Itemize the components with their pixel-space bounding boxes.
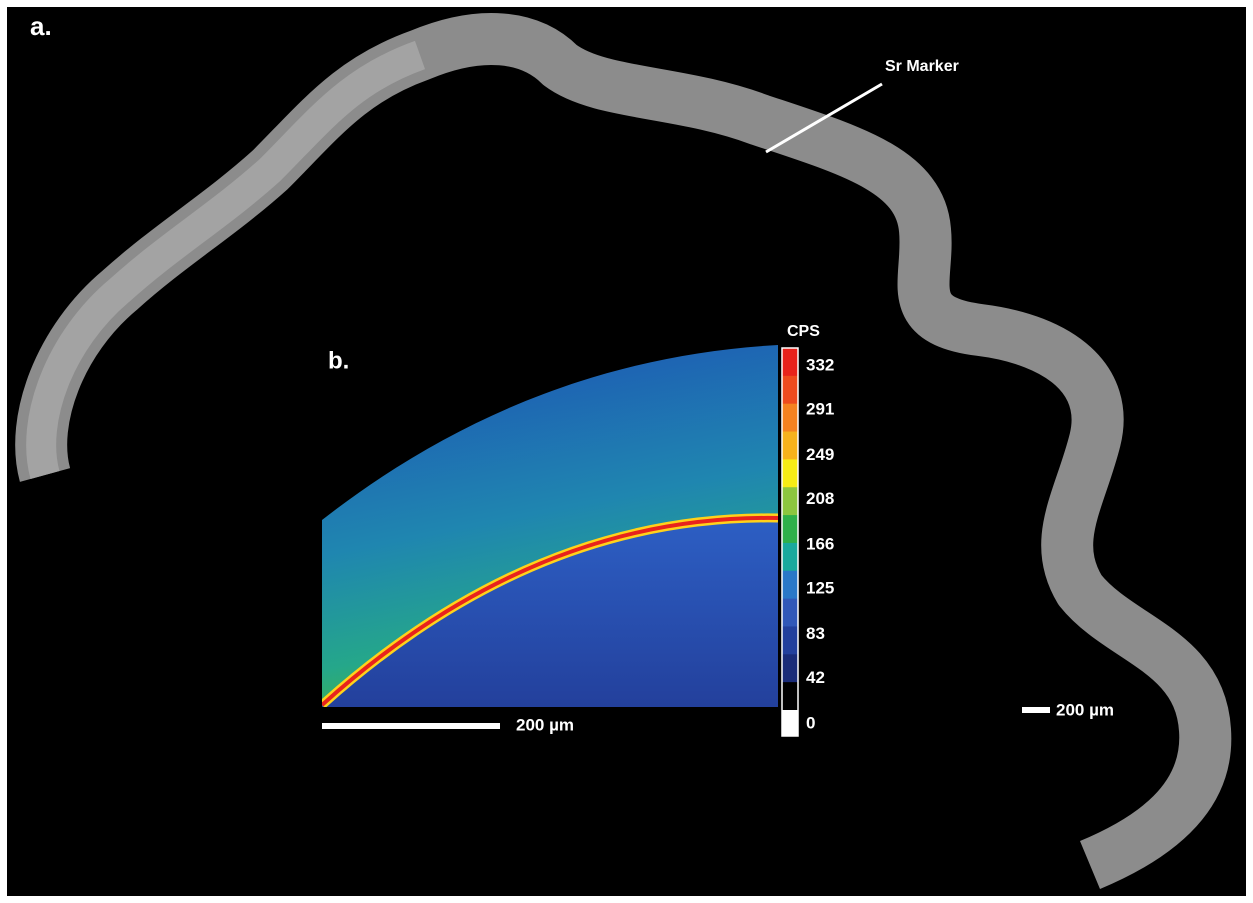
scale-bar-label: 200 µm: [516, 715, 574, 734]
colorbar-band: [782, 348, 798, 376]
colorbar-band: [782, 682, 798, 710]
colorbar-tick-label: 42: [806, 668, 825, 687]
colorbar-tick-label: 249: [806, 445, 834, 464]
colorbar-tick-label: 332: [806, 355, 834, 374]
colorbar-band: [782, 543, 798, 571]
colorbar-tick-label: 83: [806, 624, 825, 643]
colorbar-tick-label: 166: [806, 534, 834, 553]
scale-bar: [322, 723, 500, 729]
colorbar-band: [782, 654, 798, 682]
colorbar-band: [782, 376, 798, 404]
colorbar-band: [782, 599, 798, 627]
colorbar-tick-label: 0: [806, 713, 815, 732]
scale-bar-label: 200 µm: [1056, 700, 1114, 719]
figure: a. Sr Marker 200 µm b. 200 µm CPS 332 291…: [0, 0, 1253, 903]
colorbar-band: [782, 404, 798, 432]
colorbar-band: [782, 626, 798, 654]
colorbar-tick-label: 208: [806, 489, 834, 508]
colorbar-band: [782, 487, 798, 515]
colorbar-tick-label: 291: [806, 400, 834, 419]
colorbar-title: CPS: [787, 323, 820, 340]
annotation: Sr Marker: [885, 58, 959, 75]
colorbar-band: [782, 459, 798, 487]
colorbar-zero-band: [782, 710, 798, 736]
colorbar-band: [782, 571, 798, 599]
scale-bar: [1022, 707, 1050, 713]
colorbar-band: [782, 515, 798, 543]
colorbar-band: [782, 432, 798, 460]
element-map: [322, 345, 778, 707]
panel-label: a.: [30, 11, 52, 41]
colorbar-tick-label: 125: [806, 579, 834, 598]
panel-label: b.: [328, 347, 349, 374]
